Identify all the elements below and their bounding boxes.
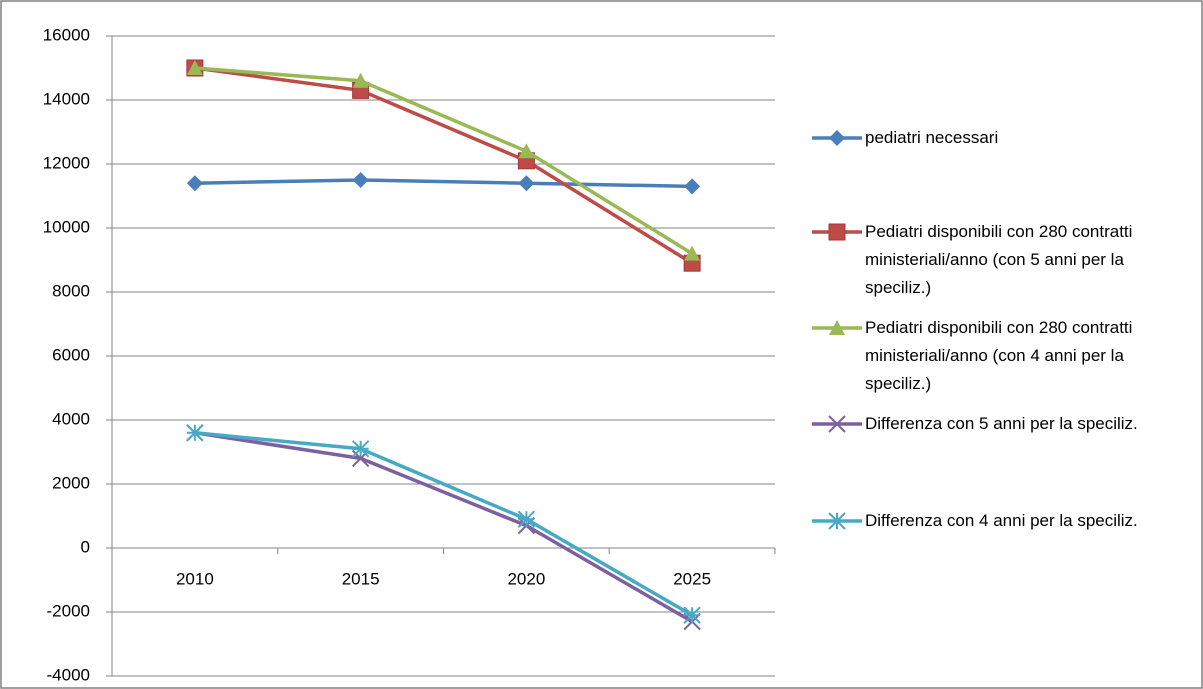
y-tick-label: 14000: [43, 89, 90, 108]
y-tick-label: -2000: [47, 601, 90, 620]
legend-marker: [828, 415, 846, 433]
y-tick-label: 2000: [52, 473, 90, 492]
legend-label: Pediatri disponibili con 280 contratti m…: [865, 222, 1133, 297]
series-line: [194, 431, 694, 624]
y-tick-label: 10000: [43, 217, 90, 236]
y-tick-label: 8000: [52, 281, 90, 300]
legend-label: Differenza con 4 anni per la speciliz.: [865, 511, 1138, 530]
marker: [518, 175, 535, 192]
marker: [186, 424, 204, 442]
legend-marker: [829, 320, 845, 335]
marker: [518, 143, 535, 159]
y-tick-label: -4000: [47, 665, 90, 684]
marker: [352, 172, 369, 188]
legend-label: Differenza con 5 anni per la speciliz.: [865, 414, 1138, 433]
y-tick-label: 6000: [52, 345, 90, 364]
marker: [186, 175, 203, 192]
marker: [684, 178, 701, 195]
series-line: [194, 66, 694, 265]
y-tick-label: 0: [81, 537, 90, 556]
legend-marker: [829, 130, 845, 146]
series-line: [194, 66, 694, 256]
legend-marker: [828, 512, 846, 530]
series-line: [194, 178, 693, 189]
series-line: [194, 431, 694, 617]
x-tick-label: 2015: [342, 569, 380, 588]
x-tick-label: 2010: [176, 569, 214, 588]
y-tick-label: 12000: [43, 153, 90, 172]
marker: [517, 510, 536, 528]
marker: [186, 60, 203, 75]
legend-label: Pediatri disponibili con 280 contratti m…: [865, 318, 1133, 393]
x-tick-label: 2020: [507, 569, 545, 588]
marker: [683, 606, 701, 624]
marker: [352, 72, 369, 88]
y-tick-label: 16000: [43, 25, 90, 44]
marker: [684, 245, 701, 261]
legend-label: pediatri necessari: [865, 128, 999, 147]
x-tick-label: 2025: [673, 569, 711, 588]
legend-marker: [828, 223, 846, 241]
y-tick-label: 4000: [52, 409, 90, 428]
marker: [351, 440, 370, 458]
